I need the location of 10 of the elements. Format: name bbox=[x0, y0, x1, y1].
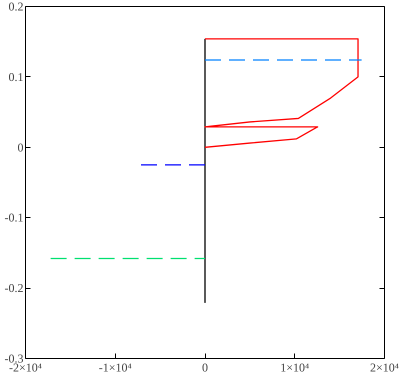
x-tick-label: 2×10⁴ bbox=[370, 360, 399, 374]
y-tick-label: -0.2 bbox=[4, 281, 24, 296]
y-tick-label: 0.2 bbox=[8, 0, 24, 14]
x-tick-label: 0 bbox=[202, 360, 208, 374]
x-tick-label: -1×10⁴ bbox=[98, 360, 132, 374]
line-series bbox=[204, 38, 359, 148]
y-tick-label: -0.1 bbox=[4, 210, 24, 225]
x-tick-label: 1×10⁴ bbox=[280, 360, 310, 374]
y-tick-label: 0.1 bbox=[8, 70, 24, 84]
y-tick-label: 0 bbox=[18, 140, 24, 154]
